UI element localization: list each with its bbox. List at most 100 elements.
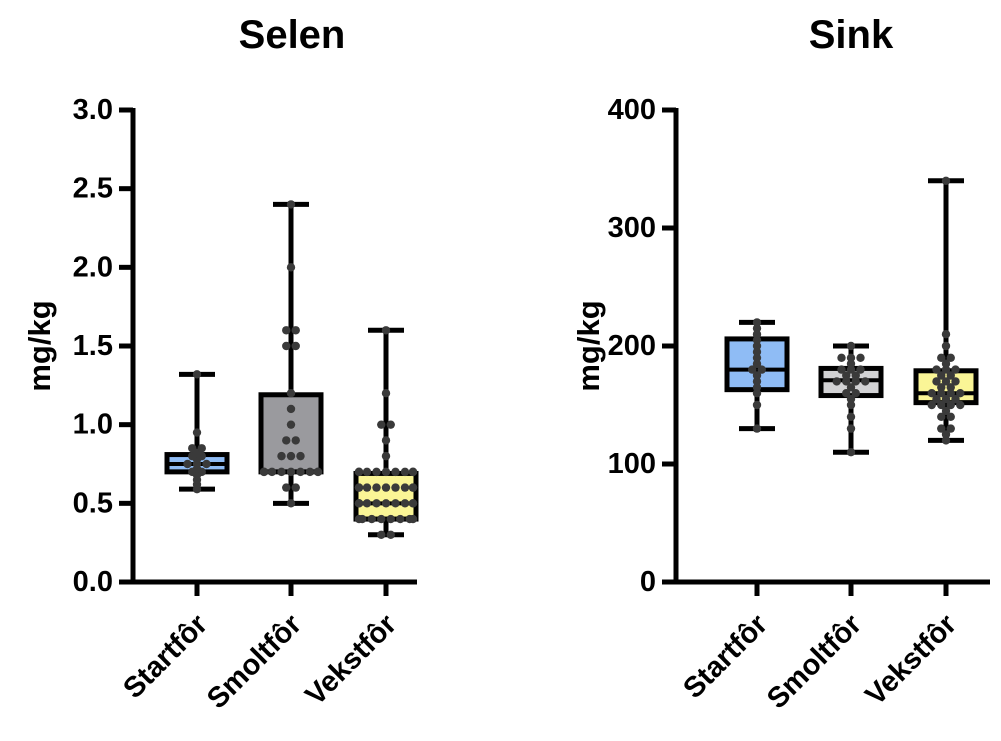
sink-data-point (752, 389, 762, 398)
sink-data-point (748, 365, 757, 374)
selen-data-point (381, 436, 391, 445)
selen-data-point (381, 499, 391, 508)
sink-data-point (937, 353, 946, 362)
selen-y-tick-label: 3.0 (73, 94, 113, 126)
selen-y-tick-label: 1.0 (73, 409, 113, 441)
sink-data-point (851, 389, 860, 398)
sink-data-point (941, 365, 951, 374)
selen-box (353, 470, 419, 522)
selen-data-point (286, 451, 296, 461)
selen-data-point (282, 483, 291, 492)
selen-data-point (400, 499, 410, 508)
sink-y-tick-label: 100 (608, 448, 656, 480)
selen-x-tick-label: Smoltfôr (201, 608, 308, 715)
selen-data-point (391, 483, 400, 492)
sink-data-point (842, 389, 851, 398)
selen-data-point (377, 514, 386, 524)
sink-data-point (757, 365, 766, 374)
selen-data-point (400, 467, 410, 477)
selen-data-point (286, 263, 296, 272)
selen-data-point (192, 370, 202, 379)
selen-y-tick-label: 2.0 (73, 251, 113, 283)
sink-data-point (837, 365, 846, 374)
sink-data-point (946, 353, 955, 362)
sink-data-point (932, 365, 941, 374)
selen-data-point (277, 467, 286, 477)
sink-chart-title: Sink (809, 13, 894, 57)
selen-data-point (282, 326, 291, 335)
sink-data-point (846, 383, 856, 392)
selen-y-tick-label: 1.5 (73, 330, 113, 362)
selen-data-point (354, 483, 364, 492)
selen-data-point (296, 467, 305, 477)
sink-y-tick-label: 0 (640, 566, 656, 598)
sink-data-point (941, 394, 951, 404)
sink-y-tick-label: 200 (608, 330, 656, 362)
sink-data-point (856, 365, 865, 374)
sink-data-point (837, 353, 846, 362)
sink-data-point (956, 389, 965, 398)
selen-data-point (291, 326, 300, 335)
selen-data-point (305, 467, 315, 477)
selen-data-point (381, 483, 391, 492)
sink-data-point (752, 318, 762, 327)
selen-data-point (267, 467, 277, 477)
selen-data-point (408, 499, 418, 508)
selen-data-point (259, 467, 269, 477)
sink-x-tick-label: Startfôr (677, 608, 774, 705)
selen-chart-title: Selen (239, 13, 346, 57)
sink-data-point (832, 377, 841, 386)
selen-data-point (367, 514, 376, 524)
sink-data-point (956, 400, 965, 410)
selen-y-axis-label: mg/kg (22, 300, 57, 391)
sink-data-point (752, 424, 762, 433)
sink-x-tick-label: Smoltfôr (761, 608, 868, 715)
sink-data-point (752, 400, 762, 410)
selen-data-point (381, 326, 391, 335)
selen-data-point (396, 514, 405, 524)
selen-data-point (202, 459, 211, 469)
selen-data-point (372, 483, 381, 492)
selen-data-point (313, 467, 323, 477)
sink-data-point (846, 365, 856, 374)
selen-data-point (358, 514, 367, 524)
sink-data-point (851, 371, 860, 380)
sink-data-point (752, 353, 762, 362)
selen-y-tick-label: 2.5 (73, 173, 113, 205)
selen-data-point (408, 467, 418, 477)
selen-data-point (291, 483, 300, 492)
sink-data-point (842, 377, 851, 386)
sink-data-point (941, 377, 951, 386)
sink-data-point (846, 353, 856, 362)
sink-data-point (937, 424, 946, 433)
sink-data-point (946, 400, 955, 410)
sink-data-point (842, 371, 851, 380)
selen-data-point (408, 514, 418, 524)
sink-data-point (851, 377, 860, 386)
sink-data-point (937, 389, 946, 398)
sink-data-point (951, 365, 960, 374)
sink-panel: Sink mg/kg 0 100 200 300 400 StartfôrSmoltfôrVe… (571, 13, 990, 715)
selen-data-point (362, 499, 372, 508)
sink-data-point (846, 341, 856, 351)
selen-data-point (286, 467, 296, 477)
selen-data-point (391, 467, 400, 477)
sink-data-point (937, 412, 946, 421)
sink-data-point (752, 335, 762, 345)
selen-data-point (354, 467, 364, 477)
selen-data-point (408, 483, 418, 492)
selen-data-point (354, 499, 364, 508)
sink-data-point (951, 394, 960, 404)
sink-y-axis-label: mg/kg (571, 300, 606, 391)
selen-data-point (386, 420, 395, 429)
selen-data-point (291, 436, 300, 445)
selen-data-point (286, 404, 296, 414)
selen-data-point (277, 451, 286, 461)
sink-data-point (932, 377, 941, 386)
selen-x-tick-label: Vekstfôr (299, 608, 403, 712)
sink-data-point (932, 394, 941, 404)
selen-data-point (391, 499, 400, 508)
sink-data-point (752, 330, 762, 339)
sink-data-point (951, 377, 960, 386)
